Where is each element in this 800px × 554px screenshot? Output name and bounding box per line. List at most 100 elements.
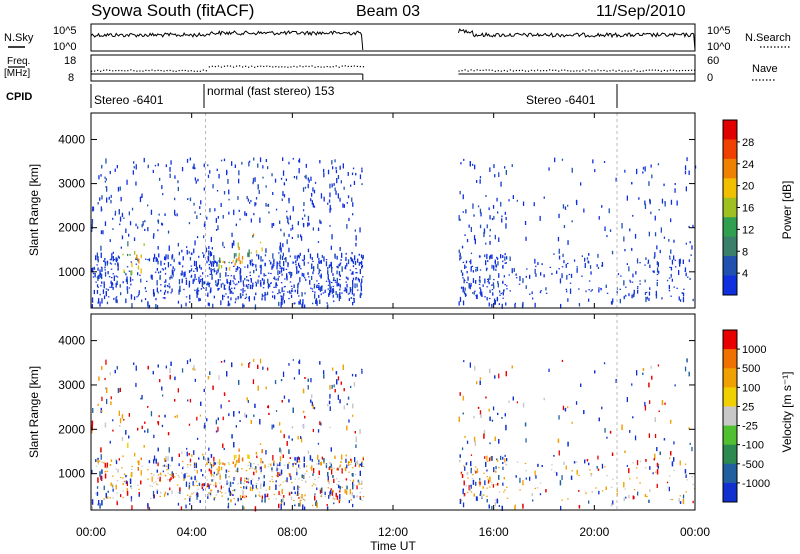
scatter-cell	[303, 273, 305, 278]
nave-dot	[254, 66, 256, 68]
scatter-cell	[254, 202, 256, 207]
scatter-cell	[219, 490, 221, 492]
scatter-cell	[117, 269, 119, 271]
nave-dot	[509, 69, 511, 71]
scatter-cell	[217, 283, 219, 285]
scatter-cell	[248, 296, 250, 302]
scatter-cell	[331, 183, 333, 188]
scatter-cell	[524, 221, 527, 225]
scatter-cell	[637, 491, 639, 496]
scatter-cell	[182, 467, 184, 470]
scatter-cell	[361, 499, 363, 501]
scatter-cell	[460, 269, 463, 273]
scatter-cell	[583, 208, 585, 213]
scatter-cell	[144, 298, 147, 301]
scatter-cell	[534, 302, 536, 308]
scatter-cell	[219, 462, 221, 465]
scatter-cell	[194, 465, 196, 467]
scatter-cell	[145, 290, 147, 292]
scatter-cell	[669, 255, 671, 258]
scatter-cell	[179, 262, 181, 265]
nave-dot	[260, 65, 262, 67]
scatter-cell	[215, 218, 217, 223]
scatter-cell	[479, 287, 481, 289]
scatter-cell	[221, 495, 223, 497]
nave-dot	[491, 69, 493, 71]
scatter-cell	[319, 490, 322, 494]
scatter-cell	[246, 477, 248, 480]
scatter-cell	[257, 163, 259, 168]
scatter-cell	[195, 278, 197, 280]
scatter-cell	[153, 253, 156, 259]
scatter-cell	[96, 284, 99, 287]
nave-dot	[338, 66, 340, 68]
scatter-cell	[321, 285, 323, 288]
scatter-cell	[673, 286, 675, 288]
scatter-cell	[180, 304, 183, 309]
scatter-cell	[514, 304, 516, 309]
scatter-cell	[462, 300, 465, 306]
scatter-cell	[103, 295, 106, 300]
nave-dot	[172, 70, 174, 72]
scatter-cell	[164, 491, 167, 495]
scatter-cell	[193, 278, 195, 282]
scatter-cell	[459, 258, 461, 261]
scatter-cell	[162, 470, 164, 473]
scatter-cell	[304, 494, 306, 497]
scatter-cell	[283, 232, 285, 237]
scatter-cell	[260, 264, 262, 270]
scatter-cell	[588, 253, 590, 256]
scatter-cell	[564, 407, 567, 412]
nave-dot	[229, 65, 232, 67]
scatter-cell	[569, 282, 572, 284]
scatter-cell	[332, 288, 334, 291]
scatter-cell	[186, 475, 189, 477]
scatter-cell	[299, 252, 301, 256]
scatter-cell	[332, 273, 334, 276]
scatter-cell	[337, 394, 339, 400]
scatter-cell	[504, 284, 506, 286]
scatter-cell	[540, 272, 542, 276]
scatter-cell	[686, 157, 688, 162]
scatter-cell	[269, 480, 271, 482]
scatter-cell	[282, 252, 284, 257]
scatter-cell	[253, 213, 255, 216]
scatter-cell	[479, 380, 481, 385]
scatter-cell	[610, 486, 613, 488]
scatter-cell	[504, 211, 506, 215]
scatter-cell	[497, 482, 499, 486]
scatter-cell	[470, 259, 472, 265]
scatter-cell	[481, 291, 483, 297]
scatter-cell	[301, 479, 303, 481]
scatter-cell	[335, 492, 337, 497]
scatter-cell	[196, 290, 199, 292]
scatter-cell	[321, 254, 323, 258]
scatter-cell	[153, 474, 155, 476]
scatter-cell	[164, 289, 167, 293]
scatter-cell	[203, 281, 206, 285]
scatter-cell	[654, 453, 656, 460]
scatter-cell	[504, 253, 506, 256]
scatter-cell	[162, 193, 164, 196]
scatter-cell	[355, 436, 357, 443]
nave-dot	[335, 65, 337, 67]
scatter-cell	[345, 252, 347, 255]
scatter-cell	[601, 205, 603, 208]
nave-dot	[549, 69, 551, 71]
scatter-cell	[337, 467, 340, 469]
scatter-cell	[666, 481, 669, 484]
scatter-cell	[157, 291, 159, 294]
scatter-cell	[248, 363, 250, 368]
scatter-cell	[188, 280, 191, 286]
scatter-cell	[108, 196, 110, 200]
scatter-cell	[218, 482, 221, 484]
scatter-cell	[650, 365, 652, 369]
scatter-cell	[250, 252, 252, 254]
scatter-cell	[189, 464, 192, 467]
scatter-cell	[164, 272, 167, 275]
scatter-cell	[280, 267, 283, 273]
scatter-cell	[118, 458, 120, 461]
scatter-cell	[532, 499, 534, 502]
scatter-cell	[220, 404, 222, 409]
scatter-cell	[291, 426, 294, 429]
